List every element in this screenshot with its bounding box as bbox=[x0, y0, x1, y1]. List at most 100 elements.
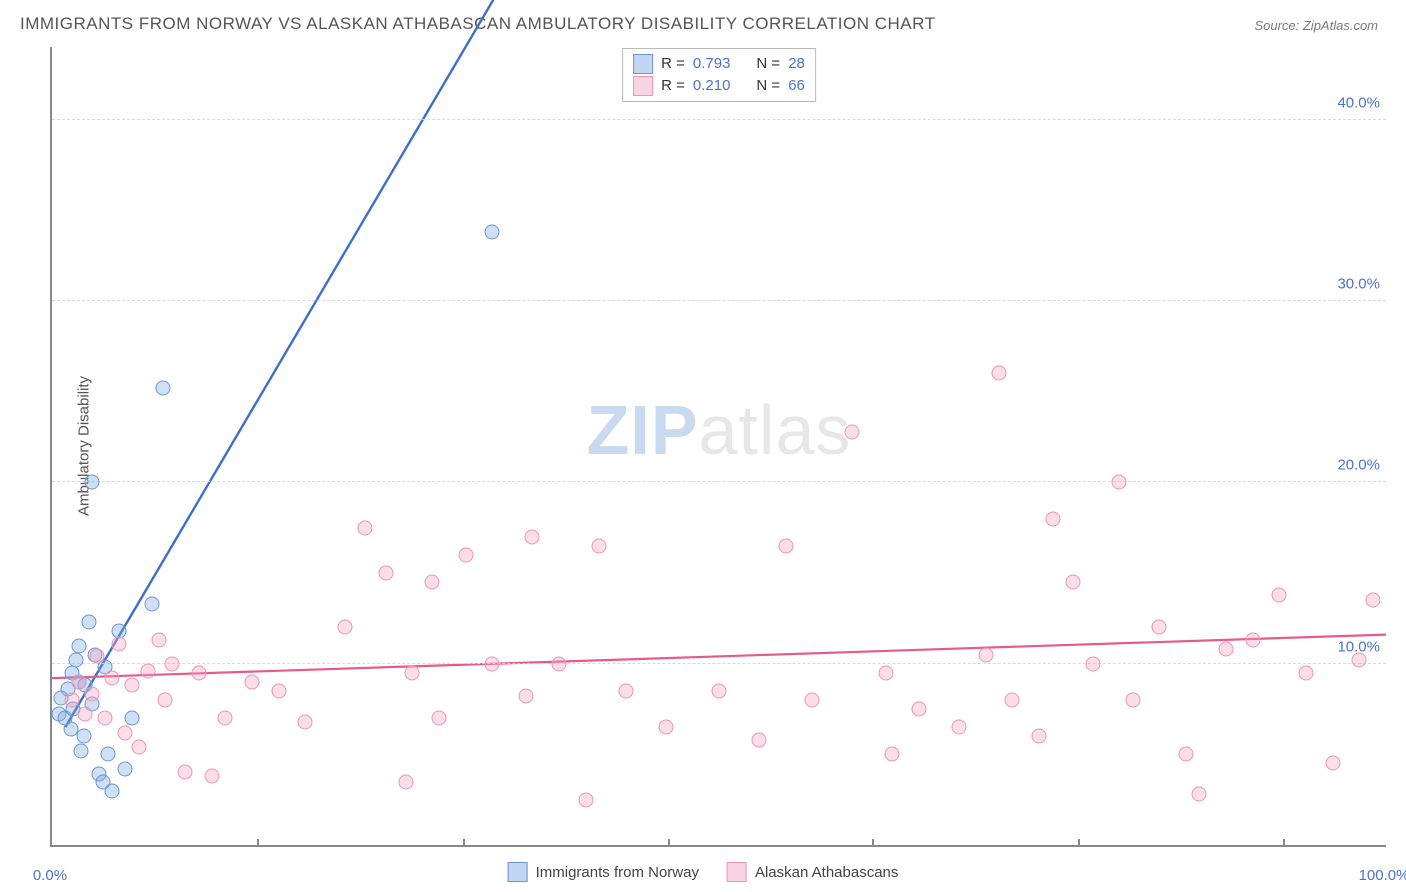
data-point-athabascan bbox=[1192, 787, 1207, 802]
data-point-athabascan bbox=[845, 424, 860, 439]
data-point-athabascan bbox=[125, 678, 140, 693]
trend-lines bbox=[52, 47, 1386, 845]
data-point-athabascan bbox=[131, 740, 146, 755]
data-point-athabascan bbox=[1178, 747, 1193, 762]
data-point-athabascan bbox=[178, 765, 193, 780]
data-point-athabascan bbox=[1298, 665, 1313, 680]
data-point-athabascan bbox=[158, 692, 173, 707]
y-tick-label: 20.0% bbox=[1337, 457, 1380, 474]
data-point-athabascan bbox=[658, 720, 673, 735]
watermark: ZIPatlas bbox=[587, 390, 852, 470]
data-point-athabascan bbox=[1152, 620, 1167, 635]
watermark-atlas: atlas bbox=[699, 391, 852, 469]
data-point-athabascan bbox=[1218, 642, 1233, 657]
legend-item-athabascan: Alaskan Athabascans bbox=[727, 862, 898, 882]
x-tick-label: 100.0% bbox=[1359, 867, 1406, 884]
data-point-athabascan bbox=[405, 665, 420, 680]
data-point-norway bbox=[71, 638, 86, 653]
chart-title: IMMIGRANTS FROM NORWAY VS ALASKAN ATHABA… bbox=[20, 14, 936, 34]
data-point-athabascan bbox=[525, 529, 540, 544]
swatch-athabascan-icon bbox=[633, 76, 653, 96]
data-point-norway bbox=[118, 761, 133, 776]
data-point-athabascan bbox=[578, 792, 593, 807]
data-point-athabascan bbox=[952, 720, 967, 735]
data-point-athabascan bbox=[191, 665, 206, 680]
data-point-athabascan bbox=[358, 520, 373, 535]
data-point-norway bbox=[85, 475, 100, 490]
legend-label-norway: Immigrants from Norway bbox=[536, 864, 699, 881]
data-point-athabascan bbox=[778, 538, 793, 553]
data-point-athabascan bbox=[752, 732, 767, 747]
data-point-athabascan bbox=[245, 674, 260, 689]
plot-area: ZIPatlas R = 0.793 N = 28 R = 0.210 N = … bbox=[50, 47, 1386, 847]
stats-row-athabascan: R = 0.210 N = 66 bbox=[633, 75, 805, 97]
legend-swatch-norway-icon bbox=[508, 862, 528, 882]
data-point-athabascan bbox=[1005, 692, 1020, 707]
data-point-athabascan bbox=[71, 674, 86, 689]
data-point-athabascan bbox=[1352, 653, 1367, 668]
stats-n-label: N = bbox=[756, 75, 780, 97]
data-point-athabascan bbox=[111, 636, 126, 651]
data-point-athabascan bbox=[485, 656, 500, 671]
data-point-athabascan bbox=[205, 769, 220, 784]
data-point-athabascan bbox=[85, 687, 100, 702]
data-point-athabascan bbox=[298, 714, 313, 729]
data-point-norway bbox=[105, 783, 120, 798]
data-point-athabascan bbox=[458, 547, 473, 562]
data-point-athabascan bbox=[885, 747, 900, 762]
x-tick-label: 0.0% bbox=[33, 867, 67, 884]
data-point-athabascan bbox=[551, 656, 566, 671]
data-point-athabascan bbox=[118, 725, 133, 740]
data-point-athabascan bbox=[878, 665, 893, 680]
data-point-norway bbox=[77, 729, 92, 744]
data-point-athabascan bbox=[1365, 593, 1380, 608]
stats-row-norway: R = 0.793 N = 28 bbox=[633, 53, 805, 75]
data-point-athabascan bbox=[1065, 575, 1080, 590]
stats-r-label: R = bbox=[661, 75, 685, 97]
data-point-norway bbox=[125, 711, 140, 726]
data-point-athabascan bbox=[165, 656, 180, 671]
data-point-athabascan bbox=[912, 701, 927, 716]
legend: Immigrants from Norway Alaskan Athabasca… bbox=[508, 862, 899, 882]
y-tick-label: 30.0% bbox=[1337, 275, 1380, 292]
data-point-athabascan bbox=[618, 683, 633, 698]
stats-box: R = 0.793 N = 28 R = 0.210 N = 66 bbox=[622, 48, 816, 102]
data-point-norway bbox=[82, 614, 97, 629]
watermark-zip: ZIP bbox=[587, 391, 699, 469]
stats-n-label: N = bbox=[756, 53, 780, 75]
data-point-athabascan bbox=[518, 689, 533, 704]
data-point-athabascan bbox=[90, 649, 105, 664]
data-point-athabascan bbox=[1032, 729, 1047, 744]
y-tick-label: 40.0% bbox=[1337, 94, 1380, 111]
legend-label-athabascan: Alaskan Athabascans bbox=[755, 864, 898, 881]
stats-r-value-athabascan: 0.210 bbox=[693, 75, 731, 97]
stats-n-value-athabascan: 66 bbox=[788, 75, 805, 97]
data-point-athabascan bbox=[1245, 633, 1260, 648]
data-point-athabascan bbox=[105, 671, 120, 686]
data-point-athabascan bbox=[805, 692, 820, 707]
data-point-athabascan bbox=[398, 774, 413, 789]
data-point-norway bbox=[69, 653, 84, 668]
data-point-athabascan bbox=[425, 575, 440, 590]
legend-item-norway: Immigrants from Norway bbox=[508, 862, 699, 882]
data-point-norway bbox=[101, 747, 116, 762]
source-label: Source: ZipAtlas.com bbox=[1254, 18, 1378, 33]
data-point-athabascan bbox=[1085, 656, 1100, 671]
data-point-athabascan bbox=[141, 663, 156, 678]
data-point-athabascan bbox=[1272, 587, 1287, 602]
swatch-norway-icon bbox=[633, 54, 653, 74]
stats-r-value-norway: 0.793 bbox=[693, 53, 731, 75]
data-point-athabascan bbox=[65, 692, 80, 707]
data-point-athabascan bbox=[992, 366, 1007, 381]
data-point-athabascan bbox=[1125, 692, 1140, 707]
stats-n-value-norway: 28 bbox=[788, 53, 805, 75]
data-point-athabascan bbox=[1112, 475, 1127, 490]
data-point-athabascan bbox=[431, 711, 446, 726]
stats-r-label: R = bbox=[661, 53, 685, 75]
data-point-norway bbox=[145, 596, 160, 611]
data-point-norway bbox=[155, 380, 170, 395]
data-point-athabascan bbox=[218, 711, 233, 726]
data-point-athabascan bbox=[978, 647, 993, 662]
data-point-norway bbox=[485, 225, 500, 240]
data-point-athabascan bbox=[1325, 756, 1340, 771]
